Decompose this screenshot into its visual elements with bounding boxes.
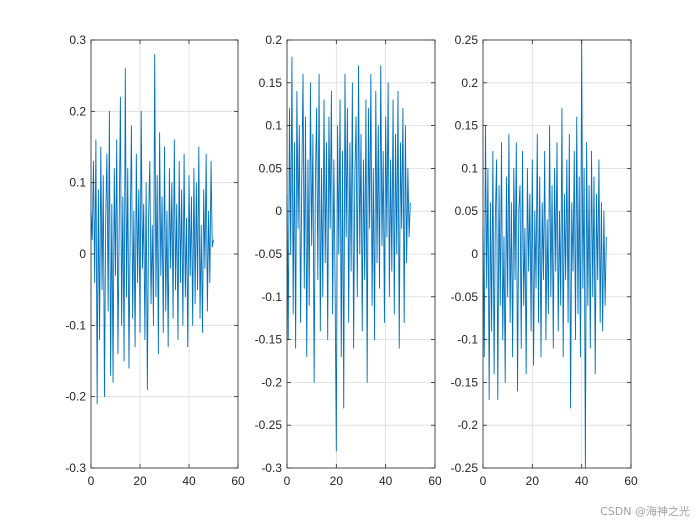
- watermark-text: CSDN @海神之光: [600, 505, 690, 518]
- y-tick-label: -0.3: [261, 461, 282, 475]
- y-tick-label: 0.2: [69, 104, 86, 118]
- x-tick-label: 0: [88, 474, 95, 488]
- x-tick-label: 0: [284, 474, 291, 488]
- y-tick-label: -0.15: [451, 375, 479, 389]
- y-tick-label: -0.1: [65, 318, 86, 332]
- y-tick-label: 0.1: [69, 176, 86, 190]
- x-tick-label: 0: [480, 474, 487, 488]
- x-tick-label: 60: [231, 474, 245, 488]
- x-tick-label: 60: [624, 474, 638, 488]
- y-tick-label: 0.15: [455, 119, 479, 133]
- y-tick-label: 0.05: [455, 204, 479, 218]
- y-tick-label: 0: [275, 204, 282, 218]
- subplot-1: 0 20 40 60 -0.3 -0.2 -0.1 0 0.1 0.2 0.3: [65, 33, 245, 488]
- x-tick-label: 20: [526, 474, 540, 488]
- y-tick-label: 0.2: [461, 76, 478, 90]
- y-tick-label: -0.15: [255, 333, 283, 347]
- y-tick-label: -0.2: [457, 418, 478, 432]
- y-tick-label: -0.1: [457, 333, 478, 347]
- y-tick-label: -0.1: [261, 290, 282, 304]
- y-tick-label: -0.3: [65, 461, 86, 475]
- y-tick-label: 0.2: [265, 33, 282, 47]
- y-tick-label: 0.1: [461, 161, 478, 175]
- x-tick-label: 20: [330, 474, 344, 488]
- y-tick-label: 0.3: [69, 33, 86, 47]
- x-tick-label: 60: [428, 474, 442, 488]
- y-tick-label: 0.15: [259, 76, 283, 90]
- x-tick-label: 40: [379, 474, 393, 488]
- y-tick-label: -0.2: [65, 390, 86, 404]
- y-tick-label: -0.2: [261, 375, 282, 389]
- x-tick-label: 40: [575, 474, 589, 488]
- series-line-1: [482, 39, 607, 469]
- x-tick-label: 40: [182, 474, 196, 488]
- y-tick-label: -0.05: [255, 247, 283, 261]
- y-tick-label: 0: [471, 247, 478, 261]
- series-line-1: [286, 56, 411, 452]
- subplot-2: 0 20 40 60 -0.3 -0.25 -0.2 -0.15 -0.1 -0.05 0 0.05 0…: [255, 33, 442, 488]
- y-tick-label: -0.25: [451, 461, 479, 475]
- y-tick-label: -0.25: [255, 418, 283, 432]
- y-tick-label: 0.1: [265, 119, 282, 133]
- y-tick-label: 0.25: [455, 33, 479, 47]
- subplot-3: 0 20 40 60 -0.25 -0.2 -0.15 -0.1 -0.05 0 0.05 0.1 0.…: [451, 33, 638, 488]
- x-tick-label: 20: [133, 474, 147, 488]
- y-tick-label: -0.05: [451, 290, 479, 304]
- y-tick-label: 0.05: [259, 161, 283, 175]
- series-line-1: [90, 53, 214, 405]
- y-tick-label: 0: [79, 247, 86, 261]
